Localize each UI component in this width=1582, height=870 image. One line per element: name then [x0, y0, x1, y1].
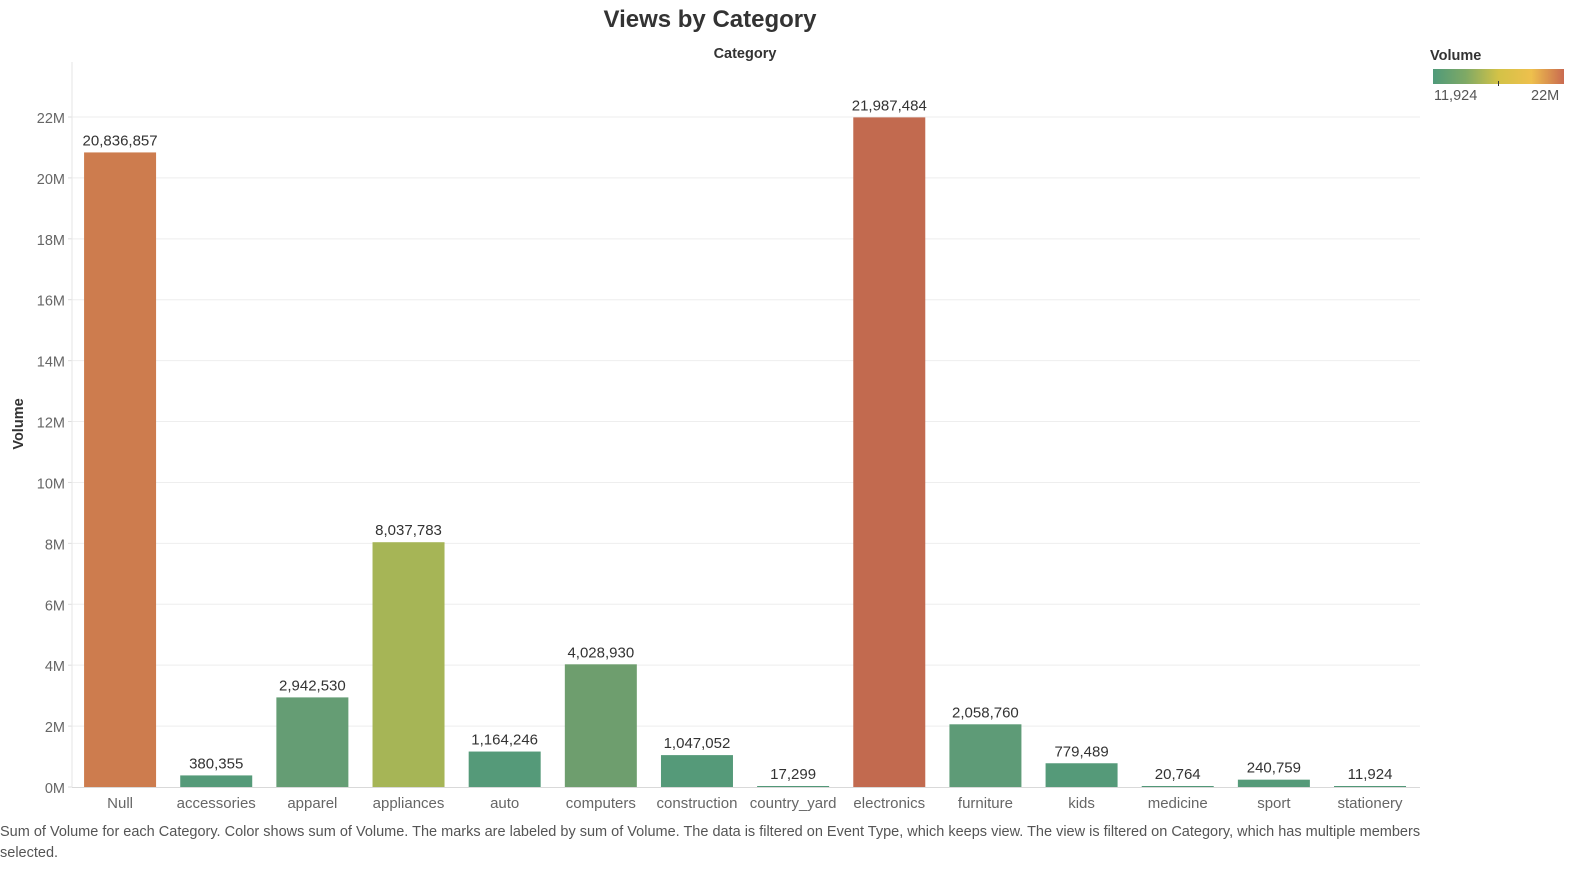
- chart-title: Views by Category: [603, 6, 817, 33]
- bar-kids[interactable]: [1045, 763, 1118, 787]
- value-label: 8,037,783: [375, 522, 442, 539]
- y-tick-label: 2M: [45, 720, 65, 736]
- value-label: 20,836,857: [83, 132, 158, 149]
- y-tick-label: 0M: [45, 781, 65, 797]
- bar-appliances[interactable]: [372, 542, 445, 787]
- color-legend-gradient[interactable]: [1433, 69, 1564, 84]
- y-tick-label: 12M: [37, 416, 65, 432]
- value-label: 240,759: [1247, 760, 1301, 777]
- bar-accessories[interactable]: [180, 775, 253, 787]
- y-tick-label: 16M: [37, 294, 65, 310]
- axes: [68, 62, 1420, 788]
- value-label: 11,924: [1348, 766, 1393, 783]
- bar-furniture[interactable]: [949, 724, 1022, 787]
- bar-stationery[interactable]: [1334, 786, 1407, 787]
- value-label: 2,058,760: [952, 704, 1019, 721]
- bar-null[interactable]: [84, 152, 157, 788]
- y-tick-label: 10M: [37, 476, 65, 492]
- x-tick-label: computers: [566, 795, 636, 812]
- x-tick-label: accessories: [177, 795, 256, 812]
- x-tick-label: apparel: [287, 795, 337, 812]
- y-tick-label: 14M: [37, 355, 65, 371]
- x-tick-label: Null: [107, 795, 133, 812]
- y-tick-labels: 0M 2M 4M 6M 8M 10M 12M 14M 16M 18M 20M 22M: [37, 111, 65, 797]
- gridlines: [72, 116, 1420, 727]
- value-label: 1,047,052: [664, 735, 731, 752]
- y-tick-label: 4M: [45, 659, 65, 675]
- bar-apparel[interactable]: [276, 697, 349, 787]
- x-tick-label: auto: [490, 795, 519, 812]
- bar-electronics[interactable]: [853, 117, 926, 788]
- value-label: 380,355: [189, 755, 243, 772]
- x-tick-label: sport: [1257, 795, 1291, 812]
- bar-medicine[interactable]: [1141, 786, 1214, 787]
- bars: [84, 117, 1407, 788]
- bar-construction[interactable]: [660, 755, 733, 787]
- bar-chart: 20,836,857 380,355 2,942,530 8,037,783 1,164…: [11, 46, 1420, 812]
- y-tick-label: 20M: [37, 172, 65, 188]
- column-header: Category: [714, 46, 777, 62]
- value-label: 17,299: [770, 766, 816, 783]
- x-tick-label: electronics: [853, 795, 925, 812]
- x-tick-label: furniture: [958, 795, 1013, 812]
- x-tick-label: construction: [657, 795, 738, 812]
- y-tick-label: 18M: [37, 233, 65, 249]
- y-axis-title: Volume: [11, 398, 27, 449]
- y-tick-label: 8M: [45, 537, 65, 553]
- value-labels: 20,836,857 380,355 2,942,530 8,037,783 1,164…: [83, 97, 1393, 783]
- value-label: 1,164,246: [471, 732, 538, 749]
- color-legend-title: Volume: [1430, 48, 1482, 64]
- bar-country-yard[interactable]: [757, 786, 830, 787]
- x-tick-label: medicine: [1148, 795, 1208, 812]
- x-tick-label: appliances: [373, 795, 445, 812]
- value-label: 779,489: [1054, 743, 1108, 760]
- color-legend-min-label: 11,924: [1434, 88, 1478, 104]
- y-tick-label: 22M: [37, 111, 65, 127]
- bar-auto[interactable]: [468, 751, 541, 787]
- value-label: 2,942,530: [279, 677, 346, 694]
- bar-computers[interactable]: [564, 664, 637, 787]
- x-tick-label: kids: [1068, 795, 1095, 812]
- y-tick-label: 6M: [45, 598, 65, 614]
- value-label: 4,028,930: [567, 644, 634, 661]
- chart-caption: Sum of Volume for each Category. Color s…: [0, 824, 1421, 861]
- x-tick-label: country_yard: [750, 795, 837, 812]
- x-tick-labels: Null accessories apparel appliances auto comp…: [107, 795, 1403, 812]
- x-tick-label: stationery: [1338, 795, 1404, 812]
- color-legend-max-label: 22M: [1531, 88, 1560, 104]
- value-label: 20,764: [1155, 766, 1201, 783]
- color-legend-tick: [1498, 81, 1499, 86]
- bar-sport[interactable]: [1237, 779, 1310, 787]
- value-label: 21,987,484: [852, 97, 927, 114]
